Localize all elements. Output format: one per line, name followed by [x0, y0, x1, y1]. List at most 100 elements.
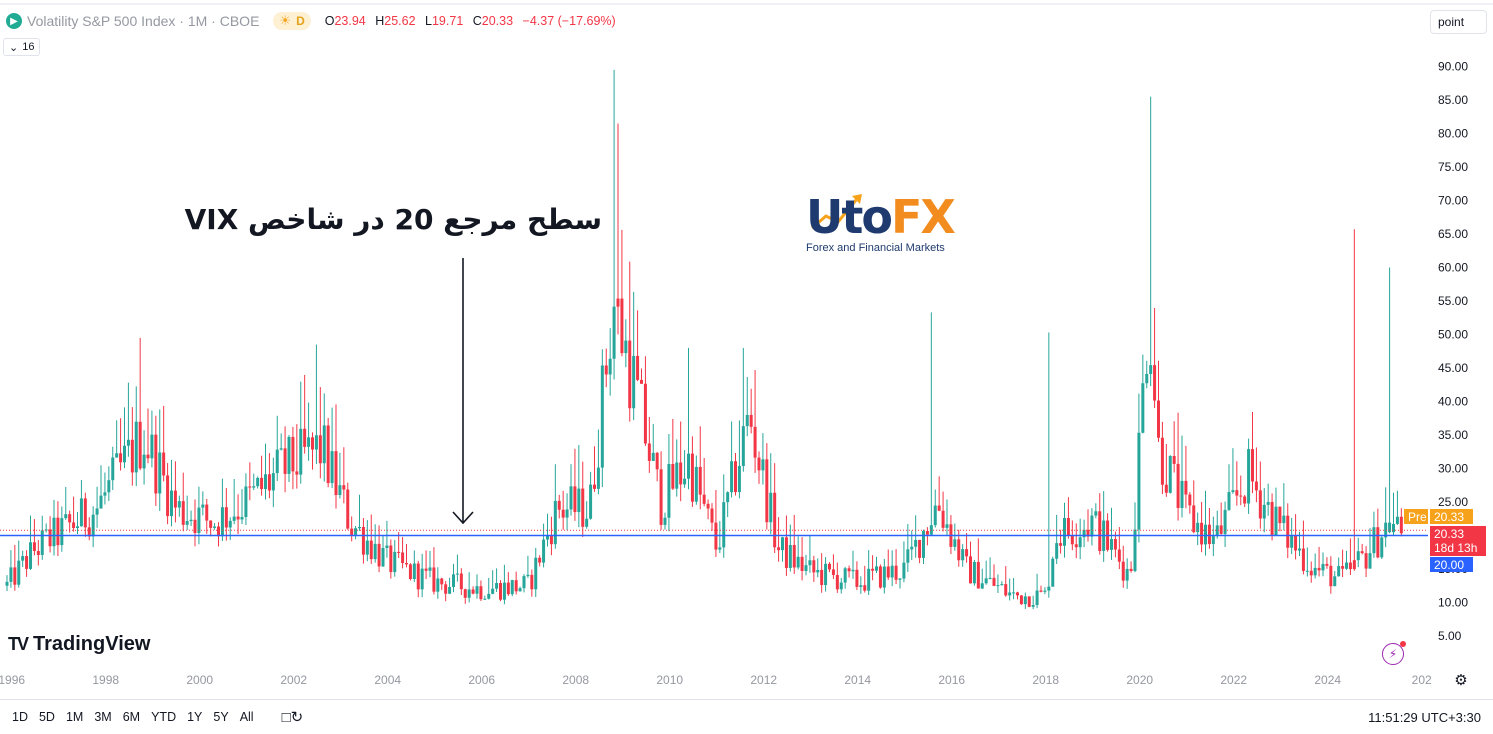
- clock-timezone[interactable]: 11:51:29 UTC+3:30: [1368, 709, 1481, 725]
- candle-body: [228, 520, 232, 528]
- y-tick-label: 45.00: [1438, 361, 1468, 375]
- timeframe-1y-button[interactable]: 1Y: [187, 710, 203, 724]
- candle-body: [730, 461, 734, 493]
- tradingview-logo[interactable]: TV TradingView: [8, 633, 150, 656]
- candle-body: [557, 500, 561, 510]
- candle-body: [87, 527, 91, 537]
- candle-body: [890, 565, 894, 578]
- candle-body: [675, 462, 679, 489]
- candle-body: [322, 425, 326, 464]
- candle-body: [628, 340, 632, 409]
- candle-body: [808, 560, 812, 566]
- candle-body: [1141, 383, 1145, 433]
- candle-body: [158, 452, 162, 494]
- scale-mode-button[interactable]: point: [1430, 10, 1487, 34]
- candle-body: [338, 485, 342, 496]
- candle-body: [534, 557, 538, 590]
- candle-body: [1392, 523, 1395, 533]
- y-tick-label: 10.00: [1438, 596, 1468, 610]
- open-value: 23.94: [334, 14, 366, 28]
- candle-body: [1298, 548, 1301, 551]
- candle-body: [1137, 432, 1141, 530]
- candle-body: [761, 459, 765, 471]
- timeframe-5y-button[interactable]: 5Y: [213, 710, 229, 724]
- candle-body: [792, 544, 796, 568]
- candle-body: [781, 537, 784, 551]
- candle-body: [487, 593, 491, 599]
- candle-body: [1262, 504, 1266, 519]
- y-tick-label: 5.00: [1438, 629, 1462, 643]
- symbol-title[interactable]: Volatility S&P 500 Index · 1M · CBOE: [27, 13, 260, 29]
- candle-body: [185, 521, 189, 525]
- symbol-status-icon[interactable]: ▶: [6, 13, 22, 29]
- candle-body: [134, 421, 138, 473]
- candle-body: [530, 574, 534, 590]
- gear-icon[interactable]: ⚙: [1454, 672, 1468, 689]
- candle-body: [972, 561, 976, 584]
- x-tick-label: 2004: [374, 673, 401, 687]
- candle-body: [275, 449, 279, 474]
- indicators-toggle-button[interactable]: ⌄ 16: [3, 38, 41, 56]
- calendar-range-icon[interactable]: □↻: [281, 709, 304, 726]
- timeframe-ytd-button[interactable]: YTD: [151, 710, 177, 724]
- candle-body: [745, 414, 749, 427]
- candle-body: [1004, 584, 1008, 596]
- candle-body: [984, 578, 988, 584]
- timeframe-all-button[interactable]: All: [239, 710, 254, 724]
- timeframe-5d-button[interactable]: 5D: [38, 710, 55, 724]
- candle-body: [1290, 535, 1294, 548]
- candle-body: [193, 519, 197, 534]
- lightning-alert-icon[interactable]: ⚡: [1382, 641, 1406, 665]
- vix-monthly-chart[interactable]: 5.0010.0015.0020.0025.0030.0035.0040.004…: [0, 0, 1493, 699]
- x-tick-label: 2024: [1314, 673, 1341, 687]
- candle-body: [992, 577, 996, 586]
- candle-body: [859, 585, 863, 587]
- session-badges[interactable]: ☀ D: [273, 12, 311, 30]
- candle-body: [816, 569, 820, 573]
- logo-tagline: Forex and Financial Markets: [806, 242, 945, 254]
- candle-body: [1251, 449, 1254, 482]
- candle-body: [220, 507, 224, 537]
- candle-body: [1157, 400, 1160, 438]
- candle-body: [510, 580, 514, 595]
- candle-body: [1035, 590, 1039, 605]
- pre-price-tag: 20.33: [1430, 509, 1473, 524]
- candle-body: [718, 547, 722, 550]
- y-tick-label: 55.00: [1438, 294, 1468, 308]
- logo-letters-fx: FX: [890, 190, 956, 244]
- candle-body: [119, 453, 123, 463]
- candle-body: [647, 443, 651, 461]
- logo-letters-to: to: [841, 190, 893, 244]
- timeframe-3m-button[interactable]: 3M: [94, 710, 112, 724]
- timeframe-6m-button[interactable]: 6M: [122, 710, 141, 724]
- candle-body: [459, 573, 463, 590]
- candle-body: [608, 358, 612, 375]
- candle-body: [804, 565, 808, 572]
- bottom-toolbar: 1D 5D 1M 3M 6M YTD 1Y 5Y All □↻ 11:51:29…: [0, 699, 1493, 734]
- candle-body: [1012, 592, 1016, 594]
- candle-body: [878, 566, 882, 588]
- bar-countdown: 18d 13h: [1434, 541, 1478, 555]
- candle-body: [389, 545, 393, 573]
- candle-body: [408, 564, 412, 580]
- candle-body: [181, 501, 185, 525]
- x-tick-label: 2006: [468, 673, 495, 687]
- candle-body: [318, 435, 322, 464]
- sun-icon: ☀: [279, 13, 292, 28]
- daily-badge: D: [296, 14, 305, 28]
- candle-body: [21, 556, 25, 561]
- candle-body: [820, 569, 824, 586]
- candle-body: [690, 453, 694, 502]
- candle-body: [1301, 548, 1305, 571]
- candle-body: [32, 542, 36, 551]
- candle-body: [173, 490, 177, 508]
- candle-body: [906, 549, 910, 563]
- timeframe-1d-button[interactable]: 1D: [12, 710, 28, 724]
- candle-body: [5, 581, 9, 586]
- timeframe-1m-button[interactable]: 1M: [65, 710, 84, 724]
- candle-body: [354, 528, 358, 535]
- low-value: 19.71: [431, 14, 464, 28]
- candle-body: [953, 539, 957, 547]
- candle-body: [757, 457, 761, 471]
- candle-body: [150, 434, 154, 459]
